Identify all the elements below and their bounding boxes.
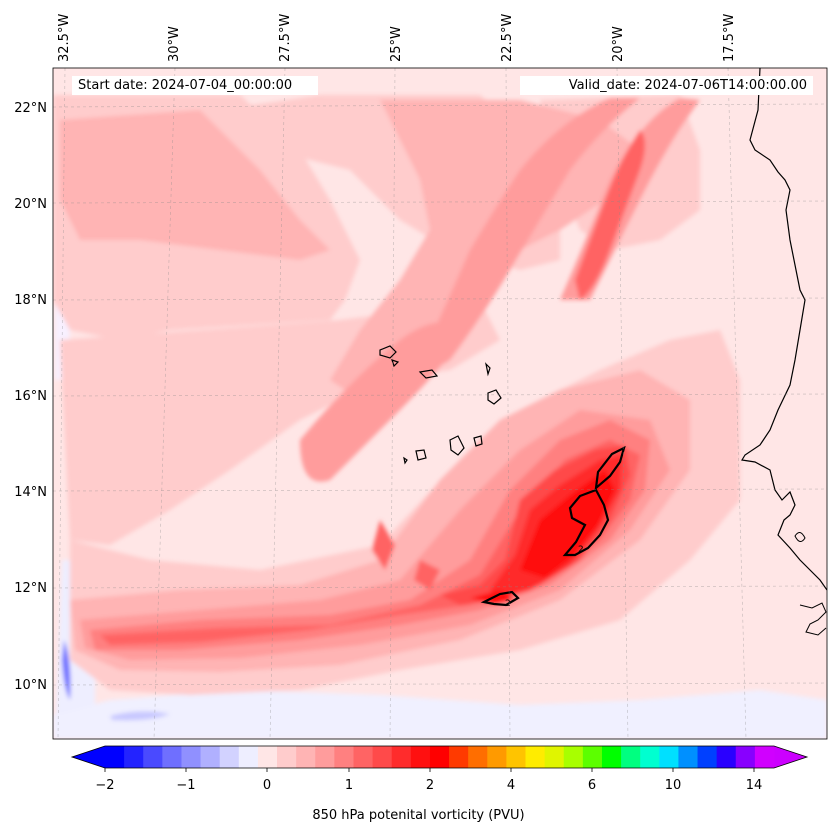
colorbar-cell	[582, 746, 603, 768]
colorbar-cell	[640, 746, 660, 768]
colorbar-extend-min	[72, 746, 105, 768]
lon-label: 30°W	[167, 26, 182, 62]
lat-label: 20°N	[14, 197, 47, 212]
colorbar-cell	[621, 746, 641, 768]
lat-label: 18°N	[14, 293, 47, 308]
colorbar-cell	[277, 746, 297, 768]
valid-date-label: Valid_date: 2024-07-06T14:00:00.00	[520, 76, 813, 95]
colorbar-tick-label: 14	[746, 778, 763, 793]
colorbar-ticks	[104, 768, 755, 772]
cape-verde-islands	[379, 345, 502, 465]
gridlines	[53, 68, 827, 739]
colorbar-cell	[506, 746, 527, 768]
colorbar-tick-label: 2	[426, 778, 434, 793]
colorbar-cell	[697, 746, 718, 768]
colorbar-cell	[601, 746, 622, 768]
colorbar-tick-label: 0	[263, 778, 271, 793]
colorbar: −2 −1 0 1 2 4 6 10 14	[70, 745, 809, 793]
colorbar-cell	[105, 746, 125, 768]
colorbar-cell	[487, 746, 507, 768]
colorbar-cell	[200, 746, 221, 768]
colorbar-cell	[315, 746, 335, 768]
colorbar-cell	[410, 746, 431, 768]
colorbar-cell	[468, 746, 488, 768]
coastline	[741, 68, 827, 591]
colorbar-tick-label: −1	[176, 778, 195, 793]
longitude-labels: 32.5°W 30°W 27.5°W 25°W 22.5°W 20°W 17.5…	[57, 14, 737, 62]
colorbar-tick-label: 4	[507, 778, 515, 793]
pv-2-contour	[480, 445, 626, 607]
colorbar-cell	[181, 746, 202, 768]
lat-label: 22°N	[14, 101, 47, 116]
lon-label: 27.5°W	[278, 14, 293, 62]
lon-label: 25°W	[389, 26, 404, 62]
lon-label: 17.5°W	[722, 14, 737, 62]
colorbar-cell	[238, 746, 259, 768]
coastline-islands	[799, 602, 827, 636]
contour-label: 2	[505, 599, 511, 609]
lon-label: 20°W	[611, 26, 626, 62]
colorbar-cell	[162, 746, 183, 768]
colorbar-tick-label: 1	[345, 778, 353, 793]
colorbar-cell	[124, 746, 144, 768]
colorbar-extend-max	[774, 746, 807, 768]
colorbar-cell	[716, 746, 737, 768]
colorbar-tick-label: 10	[665, 778, 682, 793]
colorbar-cell	[449, 746, 469, 768]
colorbar-cell	[525, 746, 546, 768]
colorbar-tick-label: −2	[95, 778, 114, 793]
colorbar-cells	[105, 746, 775, 768]
lon-label: 32.5°W	[57, 14, 72, 62]
colorbar-cell	[544, 746, 565, 768]
colorbar-cell	[563, 746, 584, 768]
lon-label: 22.5°W	[500, 14, 515, 62]
colorbar-cell	[257, 746, 278, 768]
colorbar-cell	[754, 746, 775, 768]
map-frame	[52, 67, 828, 740]
colorbar-cell	[391, 746, 412, 768]
colorbar-tick-labels: −2 −1 0 1 2 4 6 10 14	[95, 778, 762, 793]
colorbar-cell	[659, 746, 680, 768]
colorbar-cell	[143, 746, 163, 768]
colorbar-cell	[678, 746, 699, 768]
colorbar-title: 850 hPa potenital vorticity (PVU)	[312, 808, 525, 823]
contour-label: 2	[578, 545, 584, 555]
lat-label: 10°N	[14, 678, 47, 693]
colorbar-cell	[429, 746, 450, 768]
colorbar-cell	[735, 746, 756, 768]
colorbar-cell	[353, 746, 374, 768]
start-date-label: Start date: 2024-07-04_00:00:00	[72, 76, 318, 95]
latitude-labels: 22°N 20°N 18°N 16°N 14°N 12°N 10°N	[14, 101, 47, 693]
colorbar-tick-label: 6	[588, 778, 596, 793]
colorbar-cell	[296, 746, 316, 768]
lat-label: 12°N	[14, 581, 47, 596]
lat-label: 14°N	[14, 485, 47, 500]
lat-label: 16°N	[14, 389, 47, 404]
colorbar-cell	[372, 746, 393, 768]
pv-field: 2 2	[53, 68, 827, 739]
colorbar-cell	[219, 746, 240, 768]
colorbar-cell	[334, 746, 355, 768]
